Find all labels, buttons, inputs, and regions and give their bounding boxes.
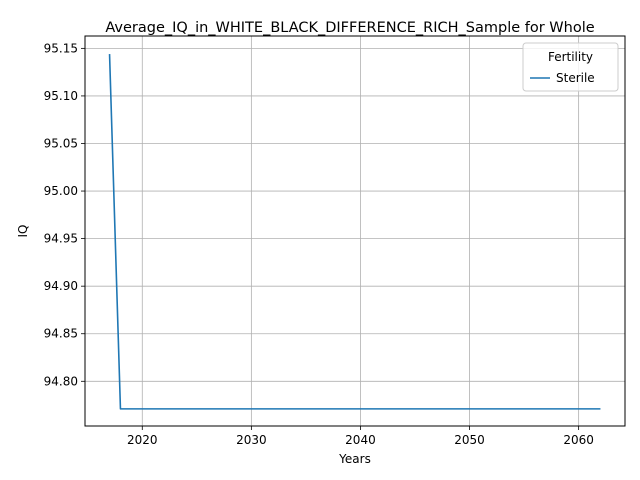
y-tick-label: 95.15	[44, 41, 78, 55]
y-tick-label: 95.00	[44, 184, 78, 198]
legend-title: Fertility	[548, 50, 593, 64]
series-line-sterile	[108, 54, 601, 410]
y-tick-label: 94.95	[44, 232, 78, 246]
series-lines	[108, 54, 601, 410]
y-tick-label: 94.85	[44, 327, 78, 341]
y-axis-label: IQ	[16, 225, 30, 238]
x-tick-label: 2050	[454, 433, 485, 447]
y-tick-label: 94.80	[44, 374, 78, 388]
x-tick-label: 2030	[236, 433, 267, 447]
x-tick-label: 2040	[345, 433, 376, 447]
plot-frame	[84, 35, 626, 427]
y-tick-label: 95.05	[44, 136, 78, 150]
chart-title: Average_IQ_in_WHITE_BLACK_DIFFERENCE_RIC…	[105, 20, 594, 36]
x-tick-label: 2020	[127, 433, 158, 447]
plot-area	[84, 35, 626, 427]
x-axis-label: Years	[338, 452, 371, 466]
legend-label-sterile: Sterile	[556, 71, 595, 85]
x-tick-label: 2060	[563, 433, 594, 447]
grid-lines	[85, 36, 625, 426]
axis-ticks: 2020 2030 2040 2050 2060 94.80 94.85 94.90 94.95…	[44, 41, 594, 447]
y-tick-label: 94.90	[44, 279, 78, 293]
legend-box	[522, 42, 619, 92]
y-tick-label: 95.10	[44, 89, 78, 103]
legend: Fertility Sterile	[522, 42, 619, 92]
